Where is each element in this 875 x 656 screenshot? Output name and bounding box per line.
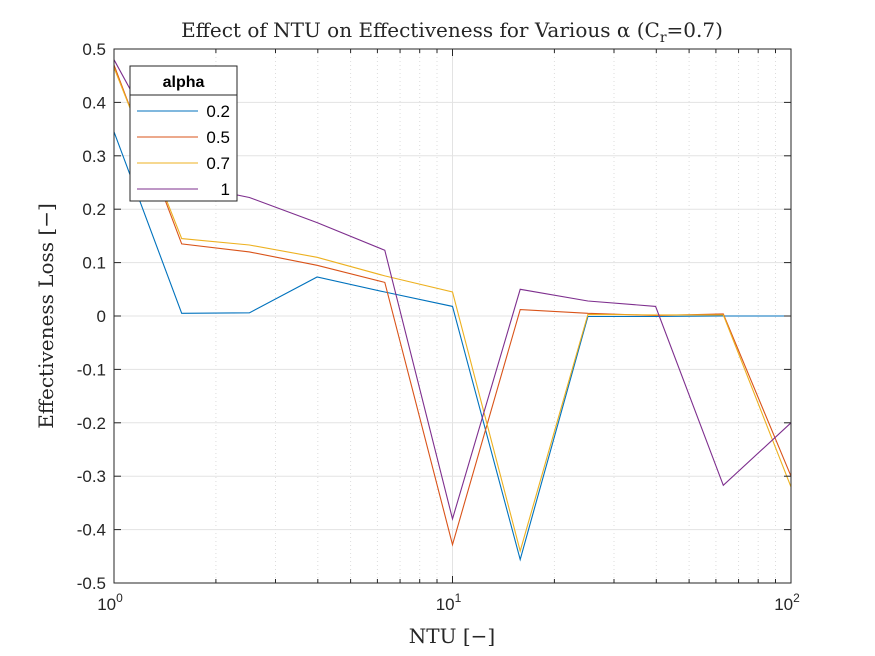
chart-title-subscript: r <box>660 30 667 46</box>
y-tick-label: -0.3 <box>77 467 106 486</box>
chart-title-main: Effect of NTU on Effectiveness for Vario… <box>181 18 660 42</box>
legend-box <box>129 65 238 202</box>
y-axis-label: Effectiveness Loss [−] <box>34 203 58 429</box>
x-tick-label: 101 <box>436 591 462 614</box>
y-tick-label: 0.1 <box>82 254 106 273</box>
y-tick-label: -0.2 <box>77 414 106 433</box>
legend-label-0.7: 0.7 <box>206 154 230 173</box>
legend-label-0.2: 0.2 <box>206 102 230 121</box>
series-line-alpha-0.2 <box>113 131 791 562</box>
axes-ticks <box>113 48 792 584</box>
legend: alpha 0.2 0.5 0.7 1 <box>129 65 238 202</box>
y-tick-label: 0.2 <box>82 200 106 219</box>
x-tick-label: 102 <box>774 591 800 614</box>
y-tick-label: 0 <box>97 307 106 326</box>
legend-label-0.5: 0.5 <box>206 128 230 147</box>
y-tick-labels: 0.5 0.4 0.3 0.2 0.1 0 -0.1 -0.2 -0.3 -0.4 -0.5 <box>77 40 106 593</box>
legend-label-1: 1 <box>221 180 230 199</box>
y-tick-label: 0.5 <box>82 40 106 59</box>
x-tick-label: 100 <box>97 591 123 614</box>
legend-entries: 0.2 0.5 0.7 1 <box>137 102 230 199</box>
y-tick-label: 0.4 <box>82 93 106 112</box>
x-axis-label: NTU [−] <box>409 624 495 648</box>
y-tick-label: 0.3 <box>82 147 106 166</box>
y-tick-label: -0.4 <box>77 521 106 540</box>
series-line-alpha-0.7 <box>113 67 792 554</box>
chart-title: Effect of NTU on Effectiveness for Vario… <box>181 18 723 46</box>
chart-title-suffix: =0.7) <box>667 18 723 42</box>
x-tick-labels: 100 101 102 <box>97 591 800 614</box>
y-tick-label: -0.5 <box>77 574 106 593</box>
legend-title: alpha <box>163 74 205 91</box>
series-layer <box>113 59 792 562</box>
y-tick-label: -0.1 <box>77 360 106 379</box>
